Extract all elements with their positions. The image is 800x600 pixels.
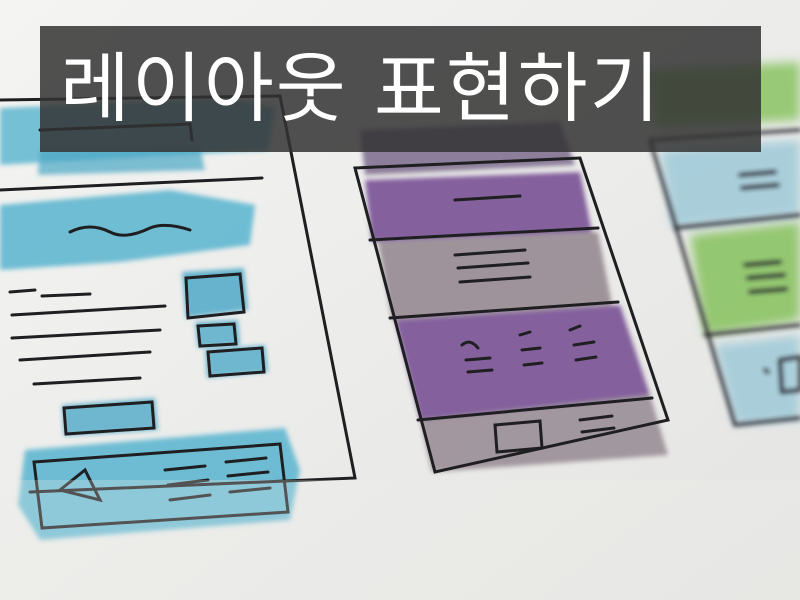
center-wireframe-ink [353,156,670,474]
title-banner: 레이아웃 표현하기 [40,26,761,152]
bottom-haze [0,480,800,600]
right-wireframe-sketch [645,62,800,425]
banner-title: 레이아웃 표현하기 [60,44,662,133]
